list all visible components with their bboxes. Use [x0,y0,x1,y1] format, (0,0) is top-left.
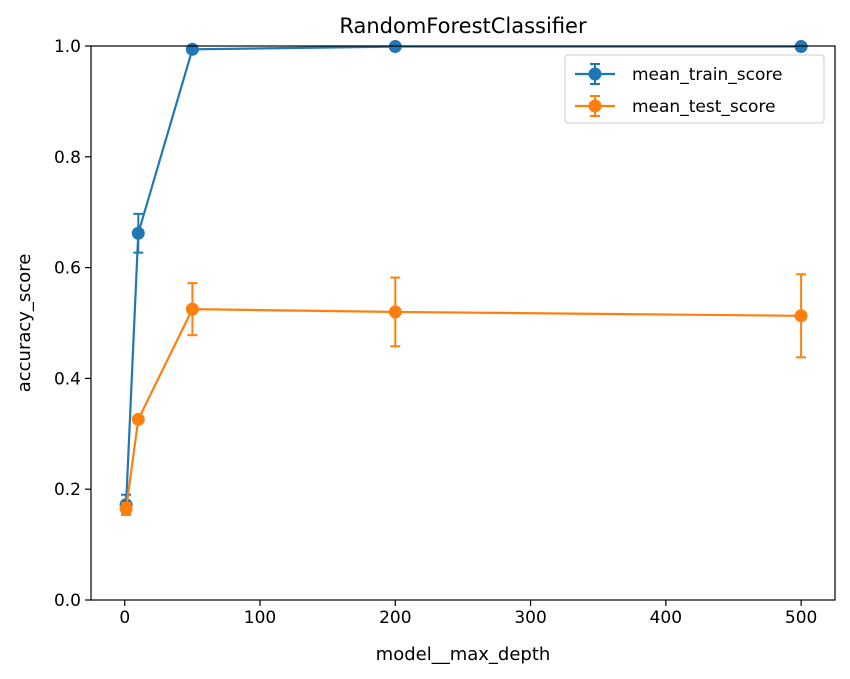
y-tick-label: 0.4 [54,369,81,389]
y-axis-ticks: 0.0 0.2 0.4 0.6 0.8 1.0 [54,37,91,611]
x-tick-label: 300 [514,608,546,628]
y-tick-label: 0.2 [54,480,81,500]
y-tick-label: 0.6 [54,259,81,279]
legend-frame [564,54,825,124]
data-point [185,302,199,316]
x-tick-label: 100 [244,608,276,628]
data-point [388,305,402,319]
y-tick-label: 1.0 [54,37,81,57]
data-point [119,502,133,516]
legend-label: mean_train_score [632,65,782,85]
chart-title: RandomForestClassifier [339,14,587,38]
series-mean_test_score [119,273,808,516]
x-tick-label: 400 [650,608,682,628]
x-tick-label: 0 [119,608,130,628]
legend: mean_train_score mean_test_score [564,54,825,124]
legend-label: mean_test_score [632,97,776,117]
x-tick-label: 500 [785,608,817,628]
legend-marker [588,67,602,81]
legend-item: mean_train_score [575,63,782,85]
x-axis-ticks: 0 100 200 300 400 500 [119,600,817,628]
legend-item: mean_test_score [575,95,776,117]
x-axis-label: model__max_depth [376,644,551,665]
data-point [794,309,808,323]
y-tick-label: 0.0 [54,591,81,611]
x-tick-label: 200 [379,608,411,628]
y-axis-label: accuracy_score [14,254,35,393]
legend-marker [588,99,602,113]
plot-area [91,46,835,600]
y-tick-label: 0.8 [54,148,81,168]
data-point [131,226,145,240]
data-point [185,42,199,56]
data-point [131,412,145,426]
plot-background [91,46,835,600]
plot-frame [90,45,836,601]
